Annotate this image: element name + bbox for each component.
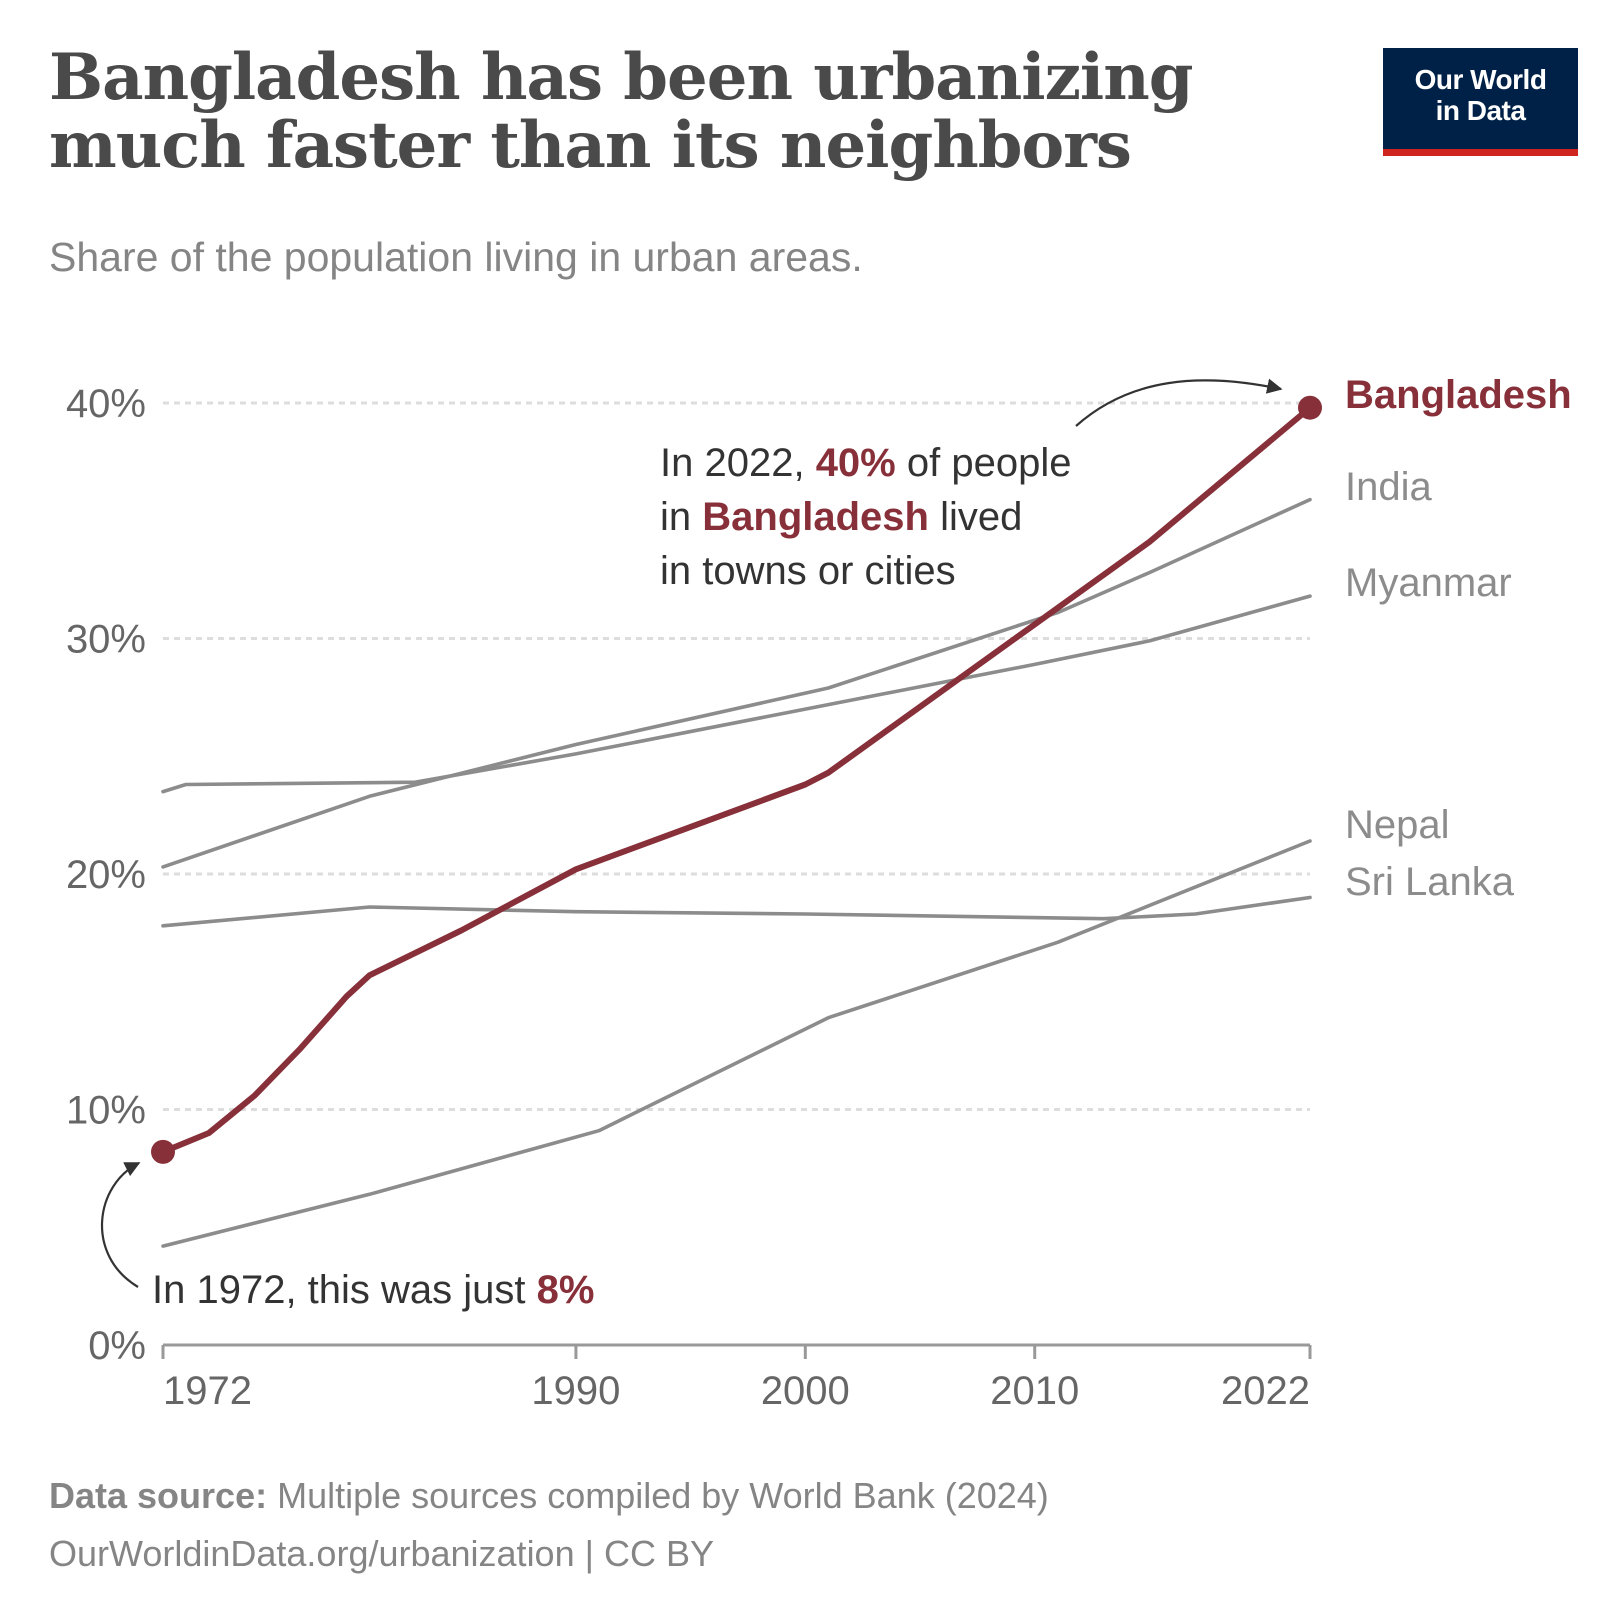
y-tick-label-20: 20% (66, 853, 146, 897)
title-line-1: Bangladesh has been urbanizing (49, 40, 1193, 115)
y-tick-label-10: 10% (66, 1089, 146, 1133)
data-point-bangladesh-2022 (1298, 395, 1322, 420)
x-tick-label-1990: 1990 (531, 1369, 620, 1413)
chart-title: Bangladesh has been urbanizing much fast… (49, 44, 1299, 180)
series-line-myanmar (161, 594, 1312, 794)
series-label-nepal: Nepal (1345, 803, 1450, 847)
x-tick-label-2000: 2000 (761, 1369, 850, 1413)
annotation-2022-line-2: in Bangladesh lived (660, 495, 1022, 539)
x-tick-label-2010: 2010 (990, 1369, 1079, 1413)
y-tick-label-40: 40% (66, 382, 146, 426)
data-source-label: Data source: (49, 1475, 268, 1516)
series-line-bangladesh (160, 404, 1313, 1155)
annotation-arrow-2022 (1075, 378, 1283, 427)
source-url[interactable]: OurWorldinData.org/urbanization | CC BY (49, 1533, 714, 1574)
x-tick-label-2022: 2022 (1221, 1369, 1310, 1413)
data-source-text: Multiple sources compiled by World Bank … (277, 1475, 1049, 1516)
chart-subtitle: Share of the population living in urban … (49, 234, 863, 280)
owid-logo[interactable]: Our World in Data (1383, 48, 1578, 156)
series-label-sri-lanka: Sri Lanka (1345, 860, 1515, 904)
series-line-sri-lanka (161, 895, 1312, 928)
series-line-india (161, 497, 1312, 869)
series-line-nepal (161, 839, 1312, 1248)
x-tick-label-1972: 1972 (163, 1369, 252, 1413)
series-label-india: India (1345, 465, 1432, 509)
annotation-1972: In 1972, this was just 8% (152, 1268, 594, 1312)
series-label-bangladesh: Bangladesh (1345, 373, 1572, 417)
data-point-bangladesh-1972 (151, 1139, 175, 1164)
annotation-arrow-1972 (101, 1162, 141, 1288)
annotation-2022-line-1: In 2022, 40% of people (660, 441, 1071, 485)
series-label-myanmar: Myanmar (1345, 561, 1512, 605)
logo-line-2: in Data (1435, 95, 1526, 126)
y-tick-label-0: 0% (88, 1324, 146, 1368)
title-line-2: much faster than its neighbors (49, 108, 1132, 183)
data-source: Data source: Multiple sources compiled b… (49, 1475, 1049, 1517)
logo-line-1: Our World (1414, 64, 1547, 95)
y-tick-label-30: 30% (66, 618, 146, 662)
annotation-2022-line-3: in towns or cities (660, 549, 956, 593)
